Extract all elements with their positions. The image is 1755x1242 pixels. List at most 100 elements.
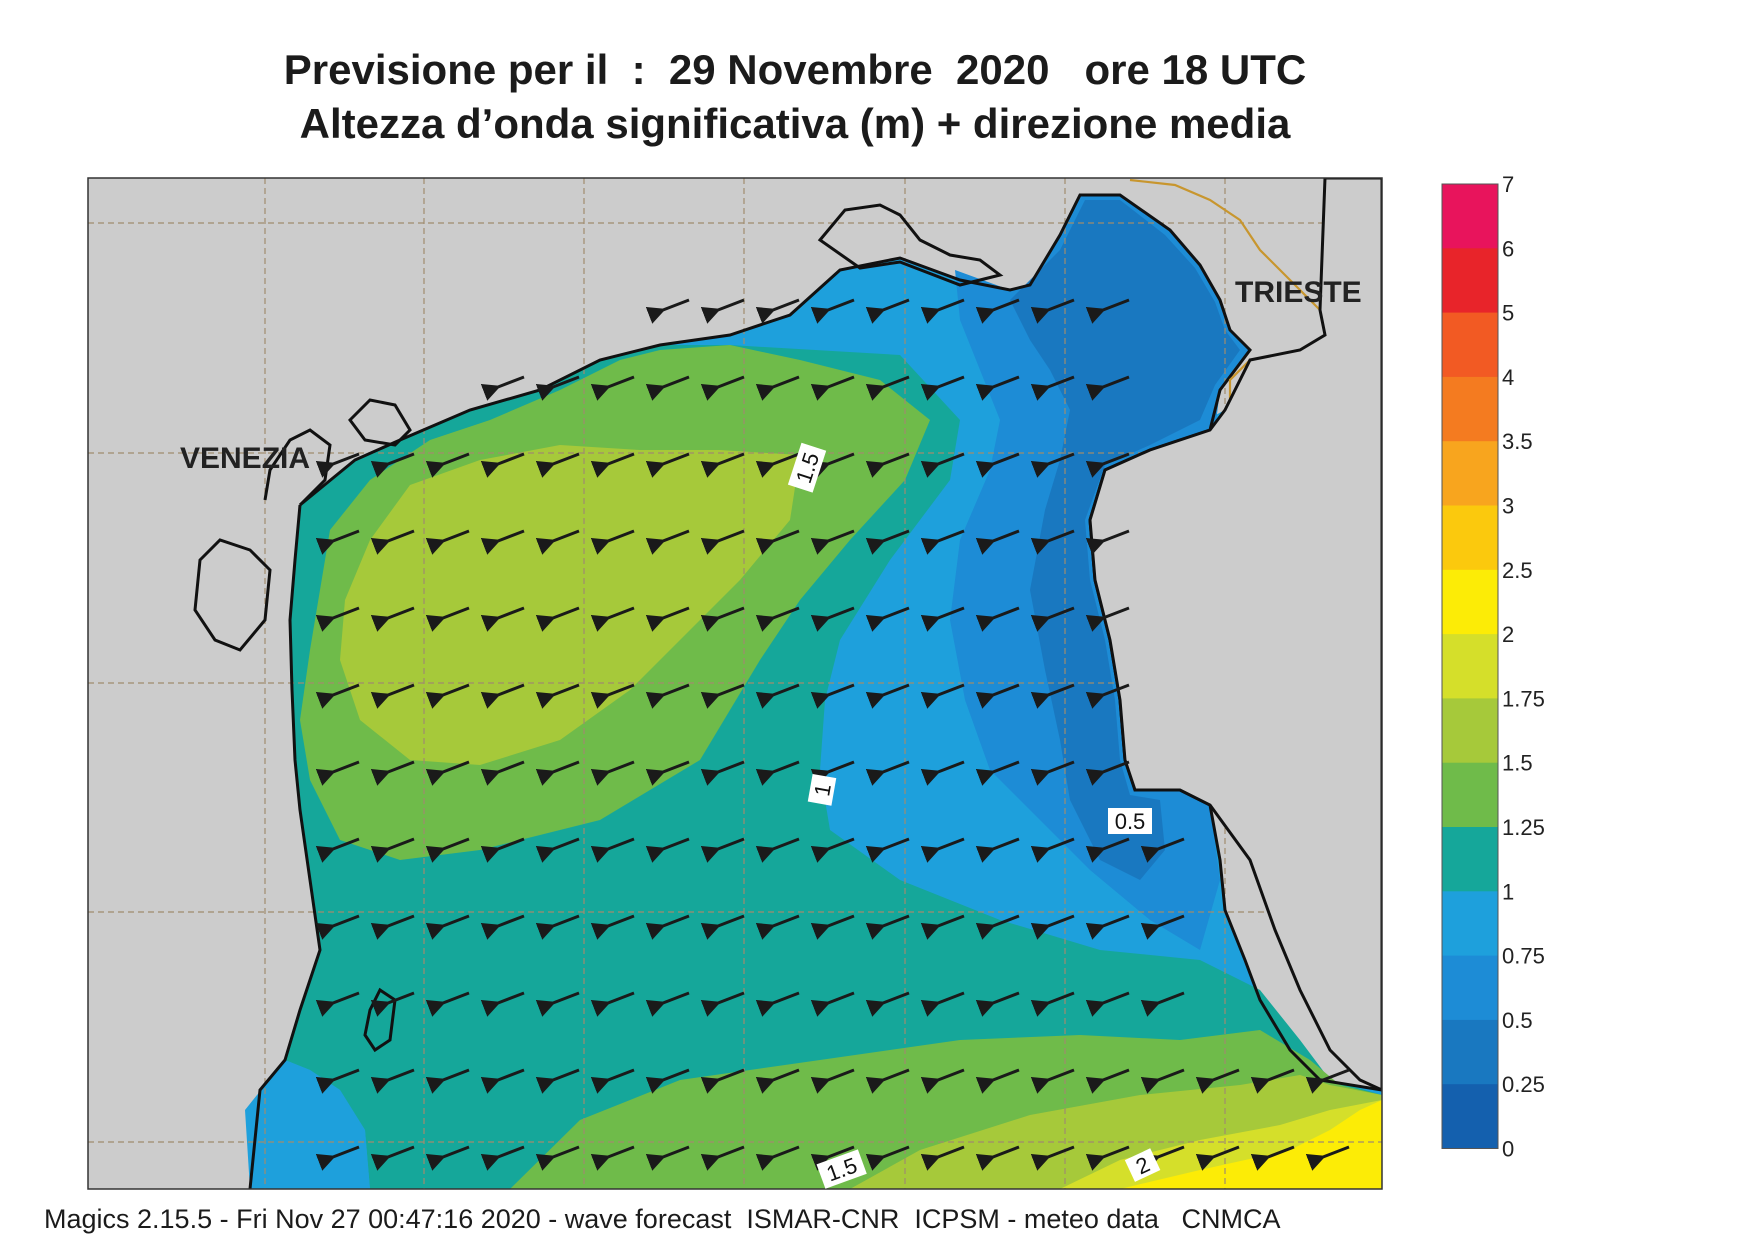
direction-arrow xyxy=(480,375,525,401)
direction-arrow xyxy=(975,1068,1020,1094)
direction-arrow xyxy=(810,683,855,709)
direction-arrow xyxy=(920,991,965,1017)
direction-arrow xyxy=(865,606,910,632)
direction-arrow xyxy=(535,606,580,632)
direction-arrow xyxy=(755,1068,800,1094)
direction-arrow xyxy=(755,760,800,786)
legend-tick-label: 3 xyxy=(1502,494,1514,519)
legend-tick-label: 0.5 xyxy=(1502,1008,1533,1033)
legend-tick-label: 0 xyxy=(1502,1137,1514,1162)
legend-tick-label: 2.5 xyxy=(1502,558,1533,583)
direction-arrow xyxy=(425,1145,470,1171)
direction-arrow xyxy=(755,837,800,863)
direction-arrow xyxy=(480,760,525,786)
direction-arrow xyxy=(645,606,690,632)
direction-arrow xyxy=(535,1145,580,1171)
direction-arrow xyxy=(700,298,745,324)
direction-arrow xyxy=(755,1145,800,1171)
direction-arrow xyxy=(700,837,745,863)
direction-arrow xyxy=(315,1145,360,1171)
legend-swatch xyxy=(1442,441,1498,506)
direction-arrow xyxy=(1030,452,1075,478)
direction-arrow xyxy=(865,529,910,555)
direction-arrow xyxy=(1140,1145,1185,1171)
direction-arrow xyxy=(975,1145,1020,1171)
map-title: Previsione per il : 29 Novembre 2020 ore… xyxy=(283,46,1307,93)
direction-arrow xyxy=(920,375,965,401)
direction-arrow xyxy=(920,1145,965,1171)
direction-arrow xyxy=(700,683,745,709)
direction-arrow xyxy=(1140,837,1185,863)
direction-arrow xyxy=(480,1068,525,1094)
direction-arrow xyxy=(645,375,690,401)
legend-swatch xyxy=(1442,505,1498,571)
legend-tick-label: 1.25 xyxy=(1502,815,1545,840)
direction-arrow xyxy=(1085,837,1130,863)
direction-arrow xyxy=(370,991,415,1017)
legend-tick-label: 0.25 xyxy=(1502,1072,1545,1097)
direction-arrow xyxy=(425,760,470,786)
direction-arrow xyxy=(315,529,360,555)
direction-arrow xyxy=(755,298,800,324)
direction-arrow xyxy=(535,452,580,478)
direction-arrow xyxy=(755,914,800,940)
contour-label-3: 0.5 xyxy=(1108,808,1152,834)
band-1.5-1.75 xyxy=(340,445,800,765)
direction-arrow xyxy=(535,914,580,940)
direction-arrow xyxy=(1085,760,1130,786)
direction-arrow xyxy=(645,529,690,555)
direction-arrow xyxy=(370,606,415,632)
direction-arrow xyxy=(975,298,1020,324)
direction-arrow xyxy=(535,683,580,709)
direction-arrow xyxy=(480,529,525,555)
direction-arrow xyxy=(700,991,745,1017)
direction-arrow xyxy=(975,760,1020,786)
direction-arrow xyxy=(425,1068,470,1094)
direction-arrow xyxy=(590,914,635,940)
direction-arrow xyxy=(1030,606,1075,632)
direction-arrow xyxy=(425,452,470,478)
direction-arrow xyxy=(425,991,470,1017)
legend-swatch xyxy=(1442,827,1498,892)
direction-arrow xyxy=(315,760,360,786)
contour-label-text: 0.5 xyxy=(1115,809,1146,834)
direction-arrow xyxy=(1195,1068,1240,1094)
direction-arrow xyxy=(920,529,965,555)
colorbar-legend: 7 6 5 4 3.5 3 2.5 2 1.75 1.5 1.25 1 0.75 0.5 0.25 0 xyxy=(1441,172,1545,1162)
direction-arrow xyxy=(370,1068,415,1094)
legend-tick-label: 4 xyxy=(1502,365,1514,390)
direction-arrow xyxy=(535,991,580,1017)
direction-arrow xyxy=(975,375,1020,401)
direction-arrow xyxy=(1030,914,1075,940)
direction-arrow xyxy=(755,606,800,632)
direction-arrow xyxy=(590,375,635,401)
direction-arrow xyxy=(920,760,965,786)
map-subtitle: Altezza d’onda significativa (m) + direz… xyxy=(299,100,1291,147)
direction-arrow xyxy=(1030,837,1075,863)
direction-arrow xyxy=(645,991,690,1017)
direction-arrow xyxy=(315,1068,360,1094)
direction-arrow xyxy=(480,991,525,1017)
direction-arrow xyxy=(315,991,360,1017)
graticule xyxy=(88,178,1382,1189)
direction-arrow xyxy=(590,529,635,555)
direction-arrow xyxy=(535,375,580,401)
direction-arrow xyxy=(425,606,470,632)
legend-tick-label: 7 xyxy=(1502,172,1514,197)
direction-arrow xyxy=(865,760,910,786)
legend-tick-label: 3.5 xyxy=(1502,429,1533,454)
direction-arrow xyxy=(1085,1068,1130,1094)
direction-arrow xyxy=(315,606,360,632)
direction-arrow xyxy=(810,529,855,555)
direction-arrow xyxy=(1030,529,1075,555)
direction-arrow xyxy=(315,837,360,863)
direction-arrow xyxy=(865,452,910,478)
direction-arrow xyxy=(865,375,910,401)
direction-arrow xyxy=(480,914,525,940)
direction-arrow xyxy=(755,452,800,478)
direction-arrow xyxy=(370,529,415,555)
direction-arrow xyxy=(1085,1145,1130,1171)
direction-arrow xyxy=(480,1145,525,1171)
land-southeast xyxy=(1088,178,1382,1092)
direction-arrow xyxy=(1250,1145,1295,1171)
